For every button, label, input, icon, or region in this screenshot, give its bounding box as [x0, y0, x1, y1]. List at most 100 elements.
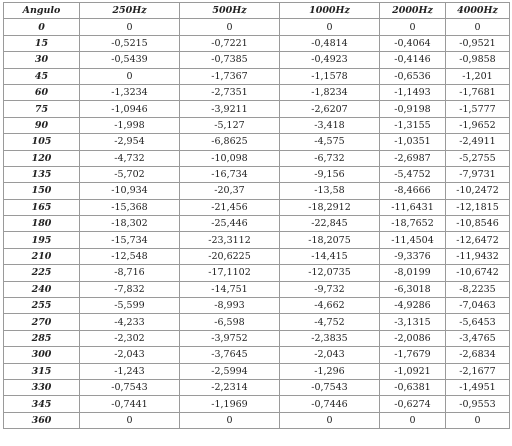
- table-cell-1000hz: -12,0735: [279, 264, 380, 282]
- table-row: 300 -2,043 -3,7645 -2,043 -1,7679 -2,6834: [3, 346, 510, 364]
- table-cell-4000hz: -2,1677: [445, 362, 510, 380]
- table-cell-1000hz: -1,296: [279, 362, 380, 380]
- table-cell-500hz: -20,6225: [179, 247, 280, 266]
- table-body: 0 0 0 0 0 0 15 -0,5215 -0,7221 -0,4814 -0,4064 -0,9…: [3, 18, 510, 430]
- table-cell-angle: 165: [3, 198, 80, 217]
- table-cell-500hz: -25,446: [179, 215, 280, 233]
- table-cell-1000hz: -0,4923: [279, 51, 380, 69]
- table-cell-2000hz: -11,4504: [379, 231, 446, 249]
- table-row: 150 -10,934 -20,37 -13,58 -8,4666 -10,2472: [3, 182, 510, 200]
- table-row: 270 -4,233 -6,598 -4,752 -3,1315 -5,6453: [3, 313, 510, 331]
- table-row: 315 -1,243 -2,5994 -1,296 -1,0921 -2,1677: [3, 362, 510, 380]
- table-cell-250hz: -4,233: [79, 313, 180, 331]
- table-cell-500hz: -2,7351: [179, 83, 280, 102]
- table-cell-500hz: -2,5994: [179, 362, 280, 380]
- table-cell-angle: 30: [3, 51, 80, 69]
- table-cell-4000hz: -12,6472: [445, 231, 510, 249]
- table-cell-500hz: -16,734: [179, 165, 280, 184]
- table-cell-1000hz: -22,845: [279, 215, 380, 233]
- table-cell-angle: 105: [3, 133, 80, 151]
- table-cell-1000hz: -4,662: [279, 297, 380, 315]
- table-cell-4000hz: -8,2235: [445, 280, 510, 299]
- table-cell-2000hz: -0,6274: [379, 395, 446, 413]
- table-cell-4000hz: -12,1815: [445, 198, 510, 217]
- table-cell-4000hz: 0: [445, 411, 510, 430]
- table-cell-1000hz: -1,1578: [279, 67, 380, 85]
- table-cell-2000hz: -0,9198: [379, 100, 446, 118]
- table-cell-250hz: 0: [79, 67, 180, 85]
- table-row: 45 0 -1,7367 -1,1578 -0,6536 -1,201: [3, 67, 510, 85]
- table-cell-250hz: -0,7441: [79, 395, 180, 413]
- table-cell-2000hz: -2,0086: [379, 329, 446, 348]
- table-cell-4000hz: -10,2472: [445, 182, 510, 200]
- table-cell-1000hz: -18,2912: [279, 198, 380, 217]
- table-cell-2000hz: -1,1493: [379, 83, 446, 102]
- table-cell-2000hz: -8,0199: [379, 264, 446, 282]
- table-cell-angle: 60: [3, 83, 80, 102]
- table-cell-2000hz: -11,6431: [379, 198, 446, 217]
- table-row: 15 -0,5215 -0,7221 -0,4814 -0,4064 -0,9521: [3, 34, 510, 53]
- table-cell-4000hz: -0,9521: [445, 34, 510, 53]
- table-cell-500hz: -23,3112: [179, 231, 280, 249]
- table-cell-1000hz: -14,415: [279, 247, 380, 266]
- table-row: 180 -18,302 -25,446 -22,845 -18,7652 -10,8546: [3, 215, 510, 233]
- table-cell-500hz: 0: [179, 411, 280, 430]
- table-cell-500hz: 0: [179, 18, 280, 36]
- table-cell-500hz: -3,9211: [179, 100, 280, 118]
- table-cell-4000hz: -5,6453: [445, 313, 510, 331]
- table-cell-500hz: -17,1102: [179, 264, 280, 282]
- table-cell-2000hz: -0,4064: [379, 34, 446, 53]
- table-cell-angle: 270: [3, 313, 80, 331]
- table-cell-500hz: -1,1969: [179, 395, 280, 413]
- table-cell-250hz: -4,732: [79, 149, 180, 167]
- table-cell-1000hz: -18,2075: [279, 231, 380, 249]
- table-cell-4000hz: -7,9731: [445, 165, 510, 184]
- table-row: 285 -2,302 -3,9752 -2,3835 -2,0086 -3,4765: [3, 329, 510, 348]
- table-cell-angle: 0: [3, 18, 80, 36]
- table-cell-angle: 45: [3, 67, 80, 85]
- table-cell-angle: 360: [3, 411, 80, 430]
- table-cell-4000hz: -7,0463: [445, 297, 510, 315]
- table-cell-250hz: -1,3234: [79, 83, 180, 102]
- table-cell-2000hz: -0,6536: [379, 67, 446, 85]
- table-cell-250hz: -7,832: [79, 280, 180, 299]
- table-row: 210 -12,548 -20,6225 -14,415 -9,3376 -11,9432: [3, 247, 510, 266]
- table-cell-4000hz: -1,9652: [445, 116, 510, 135]
- table-cell-1000hz: -1,8234: [279, 83, 380, 102]
- table-cell-angle: 240: [3, 280, 80, 299]
- table-cell-4000hz: -3,4765: [445, 329, 510, 348]
- table-cell-250hz: -0,5439: [79, 51, 180, 69]
- table-cell-2000hz: 0: [379, 411, 446, 430]
- table-cell-4000hz: -2,4911: [445, 133, 510, 151]
- table-cell-250hz: -1,243: [79, 362, 180, 380]
- table-row: 195 -15,734 -23,3112 -18,2075 -11,4504 -12,64…: [3, 231, 510, 249]
- table-cell-250hz: 0: [79, 411, 180, 430]
- table-cell-2000hz: 0: [379, 18, 446, 36]
- table-row: 90 -1,998 -5,127 -3,418 -1,3155 -1,9652: [3, 116, 510, 135]
- table-cell-angle: 285: [3, 329, 80, 348]
- column-header-angle: Angulo: [3, 1, 80, 20]
- table-row: 120 -4,732 -10,098 -6,732 -2,6987 -5,2755: [3, 149, 510, 167]
- table-cell-4000hz: 0: [445, 18, 510, 36]
- table-cell-angle: 180: [3, 215, 80, 233]
- table-cell-250hz: -5,599: [79, 297, 180, 315]
- table-cell-1000hz: -0,7446: [279, 395, 380, 413]
- table-cell-250hz: -10,934: [79, 182, 180, 200]
- table-cell-angle: 210: [3, 247, 80, 266]
- table-cell-500hz: -20,37: [179, 182, 280, 200]
- table-cell-2000hz: -8,4666: [379, 182, 446, 200]
- table-cell-angle: 225: [3, 264, 80, 282]
- table-cell-500hz: -14,751: [179, 280, 280, 299]
- table-cell-angle: 255: [3, 297, 80, 315]
- table-row: 135 -5,702 -16,734 -9,156 -5,4752 -7,9731: [3, 165, 510, 184]
- table-cell-angle: 90: [3, 116, 80, 135]
- table-cell-250hz: -2,043: [79, 346, 180, 364]
- table-cell-2000hz: -2,6987: [379, 149, 446, 167]
- table-cell-250hz: -1,998: [79, 116, 180, 135]
- table-cell-250hz: 0: [79, 18, 180, 36]
- table-container: Angulo 250Hz 500Hz 1000Hz 2000Hz 4000Hz …: [3, 1, 510, 430]
- table-row: 75 -1,0946 -3,9211 -2,6207 -0,9198 -1,5777: [3, 100, 510, 118]
- table-cell-1000hz: -9,156: [279, 165, 380, 184]
- table-cell-angle: 120: [3, 149, 80, 167]
